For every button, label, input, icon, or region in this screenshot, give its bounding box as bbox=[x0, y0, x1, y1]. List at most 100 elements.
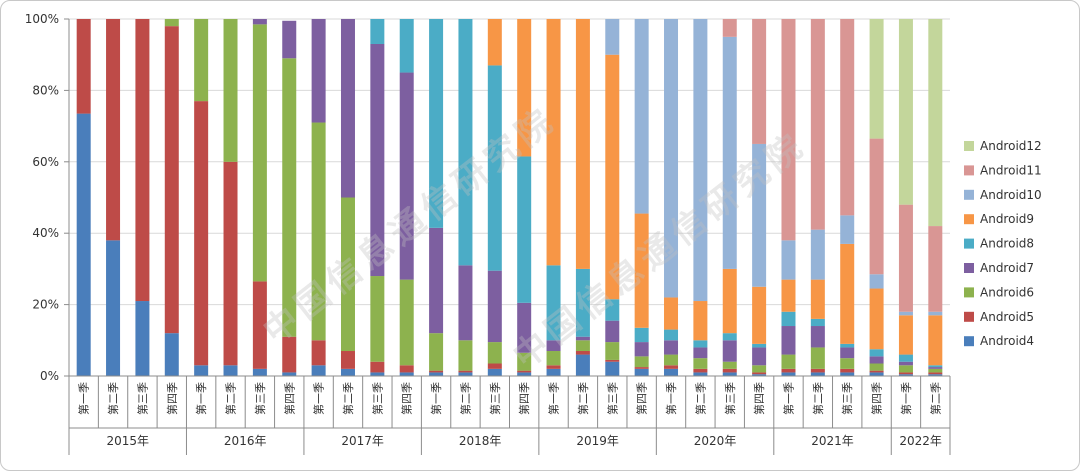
bar-segment-android6 bbox=[429, 333, 444, 371]
bar-segment-android7 bbox=[575, 336, 590, 341]
bar-segment-android6 bbox=[487, 342, 502, 364]
legend-label: Android7 bbox=[980, 261, 1034, 275]
bar-segment-android9 bbox=[546, 19, 561, 266]
y-tick-label: 40% bbox=[32, 226, 59, 240]
bar-segment-android4 bbox=[693, 372, 708, 376]
bar-segment-android5 bbox=[605, 359, 620, 362]
bar-segment-android8 bbox=[487, 65, 502, 271]
x-tick-label: 第二季 bbox=[576, 382, 590, 415]
bar-segment-android8 bbox=[693, 340, 708, 348]
bar-segment-android7 bbox=[722, 340, 737, 362]
bar-segment-android4 bbox=[135, 301, 150, 376]
x-tick-label: 第四季 bbox=[870, 382, 884, 415]
bar-segment-android6 bbox=[252, 24, 267, 282]
bar-segment-android6 bbox=[722, 361, 737, 369]
y-axis-ticks: 0% 20% 40% 60% 80% 100% bbox=[25, 12, 69, 383]
bar-segment-android6 bbox=[928, 368, 943, 373]
bar-segment-android4 bbox=[722, 372, 737, 376]
bar-segment-android11 bbox=[752, 19, 767, 144]
bar-segment-android6 bbox=[340, 197, 355, 352]
bar-segment-android6 bbox=[605, 342, 620, 360]
bar-segment-android11 bbox=[781, 19, 796, 241]
bar-segment-android4 bbox=[752, 374, 767, 376]
bar-segment-android9 bbox=[840, 243, 855, 344]
bar-segment-android5 bbox=[869, 370, 884, 373]
bar-segment-android6 bbox=[458, 340, 473, 371]
bar-segment-android6 bbox=[869, 363, 884, 371]
bar-segment-android9 bbox=[928, 315, 943, 366]
x-tick-label: 第四季 bbox=[282, 382, 296, 415]
bar-segment-android5 bbox=[370, 361, 385, 373]
bar-segment-android4 bbox=[106, 240, 121, 376]
x-tick-label: 第二季 bbox=[458, 382, 472, 415]
bar-segment-android4 bbox=[605, 361, 620, 376]
bar-segment-android8 bbox=[781, 311, 796, 327]
bar-segment-android5 bbox=[76, 19, 91, 114]
bar-segment-android8 bbox=[605, 299, 620, 321]
bar-segment-android10 bbox=[840, 215, 855, 244]
x-tick-label: 第四季 bbox=[517, 382, 531, 415]
bar-segment-android4 bbox=[810, 372, 825, 376]
bar-segment-android8 bbox=[722, 333, 737, 341]
bar-segment-android5 bbox=[752, 372, 767, 375]
bar-segment-android4 bbox=[869, 372, 884, 376]
bar-segment-android6 bbox=[752, 365, 767, 373]
bar-segment-android7 bbox=[664, 340, 679, 355]
year-label: 2022年 bbox=[899, 434, 942, 448]
bar-segment-android6 bbox=[311, 122, 326, 341]
x-tick-label: 第一季 bbox=[194, 382, 208, 415]
year-label: 2017年 bbox=[341, 434, 384, 448]
bar-segment-android6 bbox=[898, 365, 913, 373]
bar-segment-android7 bbox=[458, 265, 473, 341]
bar-segment-android4 bbox=[194, 365, 209, 376]
bar-segment-android7 bbox=[282, 20, 297, 59]
bar-segment-android5 bbox=[458, 370, 473, 373]
legend-swatch bbox=[964, 214, 974, 225]
bar-segment-android8 bbox=[928, 365, 943, 368]
bar-segment-android7 bbox=[517, 302, 532, 353]
bar-segment-android5 bbox=[399, 365, 414, 373]
bar-segment-android9 bbox=[869, 288, 884, 350]
bar-segment-android6 bbox=[575, 340, 590, 352]
bar-segment-android5 bbox=[223, 161, 238, 366]
x-tick-label: 第二季 bbox=[341, 382, 355, 415]
bar-segment-android11 bbox=[840, 19, 855, 216]
y-tick-label: 20% bbox=[32, 298, 59, 312]
bar-segment-android10 bbox=[634, 19, 649, 214]
bar-segment-android4 bbox=[781, 372, 796, 376]
bar-segment-android4 bbox=[223, 365, 238, 376]
bar-segment-android10 bbox=[664, 19, 679, 298]
year-label: 2018年 bbox=[459, 434, 502, 448]
bar-segment-android7 bbox=[311, 19, 326, 123]
bar-segment-android5 bbox=[781, 368, 796, 373]
bar-segment-android6 bbox=[634, 356, 649, 368]
bar-segment-android6 bbox=[664, 354, 679, 366]
y-tick-label: 60% bbox=[32, 155, 59, 169]
bar-segment-android4 bbox=[282, 372, 297, 376]
bar-segment-android6 bbox=[282, 58, 297, 337]
legend-label: Android5 bbox=[980, 310, 1034, 324]
bar-segment-android5 bbox=[135, 19, 150, 302]
x-tick-label: 第一季 bbox=[547, 382, 561, 415]
x-axis-labels: 第一季 第二季 第三季 第四季 2015年 第一季 第二季 第三季 第四季 2016年 第一季 第二季… bbox=[68, 376, 951, 455]
bar-segment-android4 bbox=[311, 365, 326, 376]
bar-segment-android6 bbox=[546, 351, 561, 366]
legend: Android12 Android11 Android10 Android9 Andro… bbox=[964, 139, 1042, 348]
bar-segment-android10 bbox=[722, 36, 737, 269]
bar-segment-android8 bbox=[810, 318, 825, 327]
bar-segment-android6 bbox=[399, 279, 414, 366]
bars bbox=[76, 19, 943, 376]
bar-segment-android7 bbox=[487, 270, 502, 343]
x-tick-label: 第一季 bbox=[429, 382, 443, 415]
x-tick-label: 第三季 bbox=[840, 382, 854, 415]
bar-segment-android12 bbox=[928, 19, 943, 227]
bar-segment-android7 bbox=[340, 19, 355, 198]
bar-segment-android8 bbox=[458, 19, 473, 266]
bar-segment-android8 bbox=[546, 265, 561, 341]
bar-segment-android5 bbox=[722, 368, 737, 373]
year-label: 2020年 bbox=[694, 434, 737, 448]
bar-segment-android9 bbox=[781, 279, 796, 312]
y-tick-label: 0% bbox=[40, 369, 59, 383]
bar-segment-android6 bbox=[840, 358, 855, 369]
bar-segment-android5 bbox=[194, 101, 209, 366]
